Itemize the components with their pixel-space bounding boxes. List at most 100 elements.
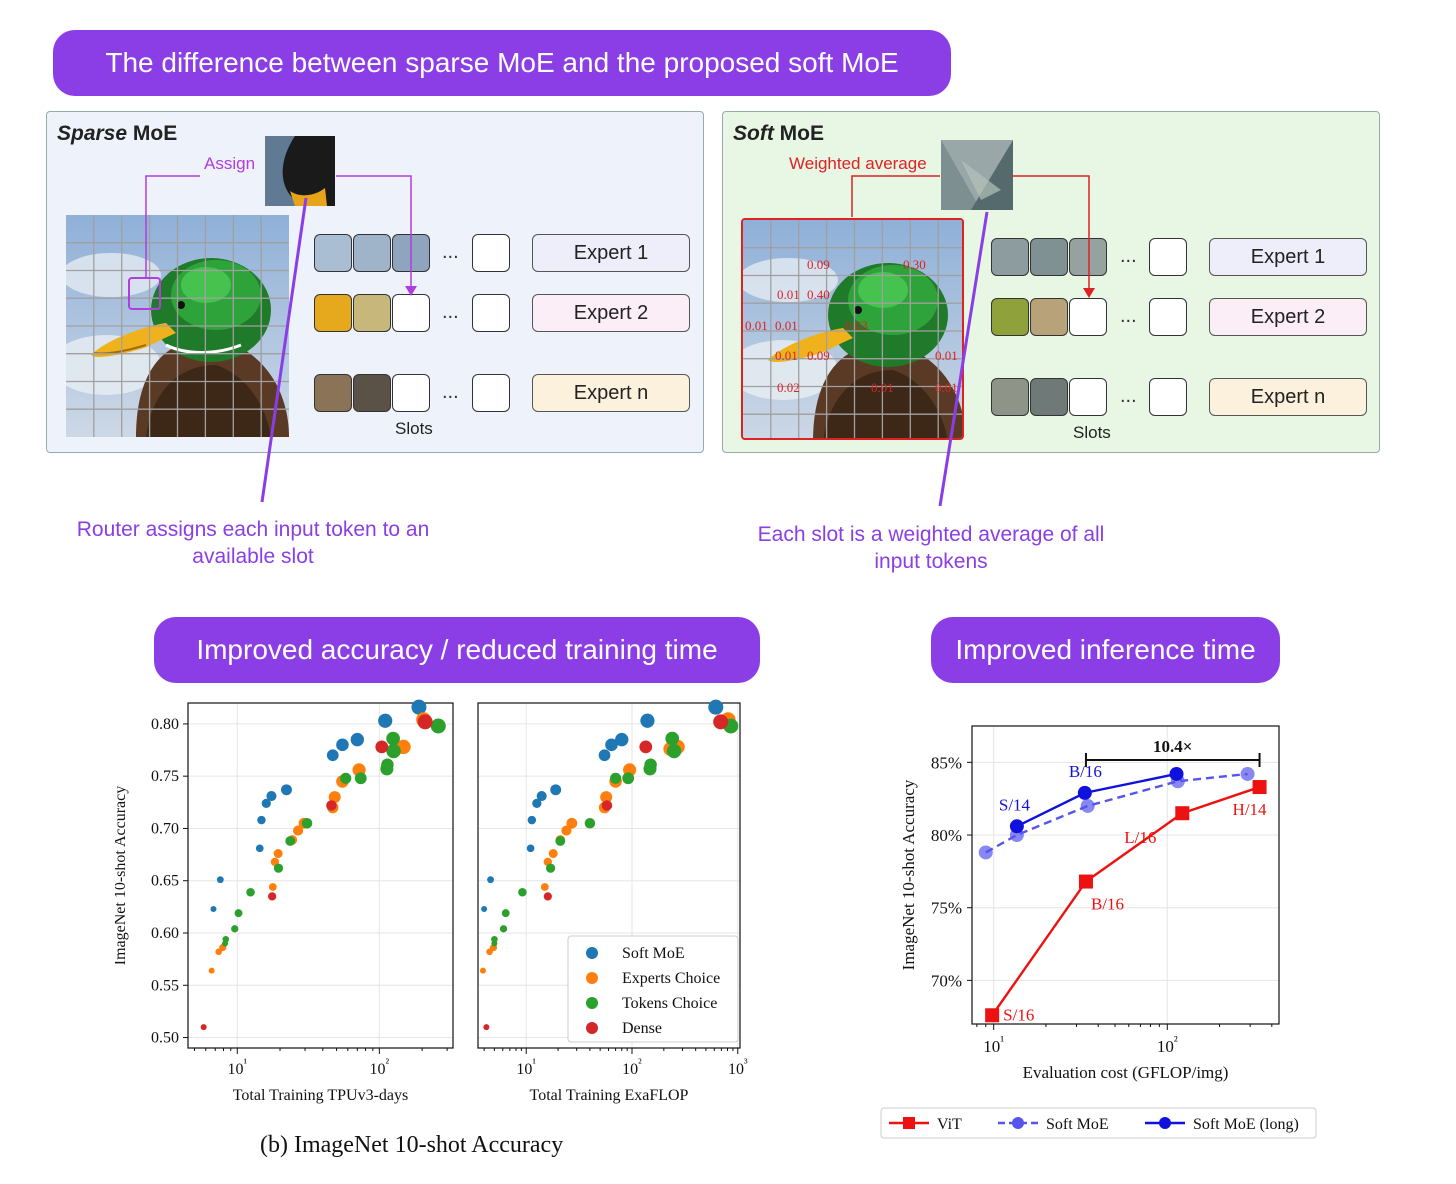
- data-point-soft-moe: [378, 713, 393, 728]
- weight-label: 0.03: [845, 318, 868, 333]
- y-tick-label: 0.70: [151, 820, 179, 837]
- legend-marker: [903, 1117, 915, 1129]
- legend-box: [567, 935, 739, 1043]
- soft-caption: Each slot is a weighted average of all i…: [757, 523, 1105, 573]
- data-point-tokens-choice: [246, 887, 255, 897]
- data-point-experts-choice: [328, 791, 341, 804]
- slot-ellipsis: ...: [442, 381, 459, 403]
- data-point-tokens-choice: [340, 772, 352, 784]
- slot-filled: [353, 294, 391, 332]
- data-point-experts-choice: [566, 817, 578, 829]
- weight-label: 0.40: [807, 287, 830, 302]
- vit-marker: [985, 1008, 1000, 1023]
- data-point-tokens-choice: [234, 909, 243, 918]
- y-tick-label: 0.80: [151, 716, 179, 733]
- series-line-vit: [991, 785, 1260, 1016]
- slots-label: Slots: [395, 419, 433, 438]
- slot-ellipsis: ...: [1120, 385, 1137, 407]
- title-banner: The difference between sparse MoE and th…: [53, 30, 951, 96]
- data-point-tokens-choice: [584, 817, 596, 829]
- x-tick-label: 10¹: [227, 1056, 247, 1078]
- softmoe-marker: [978, 845, 993, 860]
- slot-filled: [991, 298, 1029, 336]
- weighted-token-thumbnail: [941, 140, 1013, 210]
- data-point-experts-choice: [273, 849, 283, 859]
- softmoe-marker: [1009, 819, 1024, 834]
- data-point-tokens-choice: [386, 731, 400, 746]
- vit-marker: [1175, 806, 1190, 821]
- plot-frame: [477, 702, 741, 1049]
- data-point-experts-choice: [208, 967, 215, 974]
- data-point-soft-moe: [532, 798, 542, 808]
- data-point-soft-moe: [326, 749, 339, 762]
- data-point-soft-moe: [261, 798, 271, 808]
- data-point-tokens-choice: [285, 836, 296, 846]
- weight-label: 0.01: [871, 380, 894, 395]
- accuracy-banner: Improved accuracy / reduced training tim…: [154, 617, 760, 683]
- slot-empty: [1069, 378, 1107, 416]
- data-point-soft-moe: [598, 749, 611, 762]
- data-point-tokens-choice: [622, 772, 635, 785]
- data-point-dense: [713, 714, 729, 730]
- slot-empty: [392, 374, 430, 412]
- data-point-soft-moe: [640, 713, 655, 728]
- slot-ellipsis: ...: [1120, 305, 1137, 327]
- slot-filled: [1030, 238, 1068, 276]
- x-tick-label: 10²: [1157, 1033, 1178, 1056]
- slot-empty: [1149, 378, 1187, 416]
- data-point-dense: [200, 1024, 207, 1031]
- duck-image: [66, 215, 289, 437]
- sparse-moe-title: Sparse MoE: [57, 122, 178, 145]
- slot-ellipsis: ...: [1120, 245, 1137, 267]
- legend-label: Tokens Choice: [622, 995, 717, 1012]
- data-point-tokens-choice: [499, 925, 508, 933]
- accuracy-vs-tpu-days-chart: 0.50 0.55 0.60 0.65 0.70 0.75 0.80 10¹ 10² Total …: [115, 699, 454, 1104]
- legend-label: Soft MoE: [1046, 1116, 1109, 1133]
- data-point-tokens-choice: [643, 762, 657, 776]
- inference-banner: Improved inference time: [931, 617, 1280, 683]
- soft-moe-title: Soft MoE: [733, 122, 824, 145]
- data-point-experts-choice: [479, 967, 486, 974]
- data-point-tokens-choice: [545, 863, 556, 873]
- slot-filled: [314, 294, 352, 332]
- data-point-tokens-choice: [222, 935, 230, 943]
- x-tick-label: 10²: [370, 1056, 390, 1078]
- data-point-soft-moe: [281, 784, 292, 796]
- data-point-soft-moe: [257, 815, 266, 825]
- weight-label: 0.02: [777, 380, 800, 395]
- slot-ellipsis: ...: [442, 301, 459, 323]
- slot-filled: [314, 374, 352, 412]
- data-point-tokens-choice: [301, 817, 313, 829]
- x-axis-label: Total Training ExaFLOP: [530, 1087, 689, 1104]
- slot-empty: [1149, 298, 1187, 336]
- data-point-tokens-choice: [231, 925, 239, 933]
- weight-label: 0.01: [775, 348, 798, 363]
- speedup-annotation: 10.4×: [1153, 737, 1192, 756]
- data-point-dense: [639, 740, 653, 754]
- y-tick-label: 0.55: [151, 977, 179, 994]
- weight-label: 0.01: [777, 287, 800, 302]
- assign-label: Assign: [204, 154, 256, 173]
- data-point-dense: [326, 800, 337, 811]
- x-tick-label: 10¹: [516, 1056, 536, 1078]
- x-tick-label: 10¹: [983, 1033, 1004, 1056]
- data-point-tokens-choice: [430, 718, 446, 734]
- data-point-soft-moe: [350, 732, 365, 747]
- weight-label: 0.01: [935, 380, 958, 395]
- data-point-experts-choice: [268, 883, 277, 891]
- data-point-dense: [601, 800, 613, 811]
- data-point-tokens-choice: [273, 863, 284, 873]
- data-point-tokens-choice: [386, 743, 401, 759]
- slot-filled: [353, 374, 391, 412]
- slot-empty: [392, 294, 430, 332]
- legend-marker: [1159, 1117, 1171, 1129]
- data-point-tokens-choice: [354, 772, 367, 785]
- legend-label: Dense: [622, 1020, 662, 1037]
- sparse-moe-panel: Sparse MoE Assign: [46, 111, 704, 453]
- data-point-dense: [417, 714, 433, 730]
- plot-frame: [187, 702, 454, 1049]
- data-point-soft-moe: [336, 738, 349, 752]
- slot-target: [1069, 298, 1107, 336]
- softmoe-marker: [1169, 766, 1184, 781]
- data-point-soft-moe: [216, 876, 224, 884]
